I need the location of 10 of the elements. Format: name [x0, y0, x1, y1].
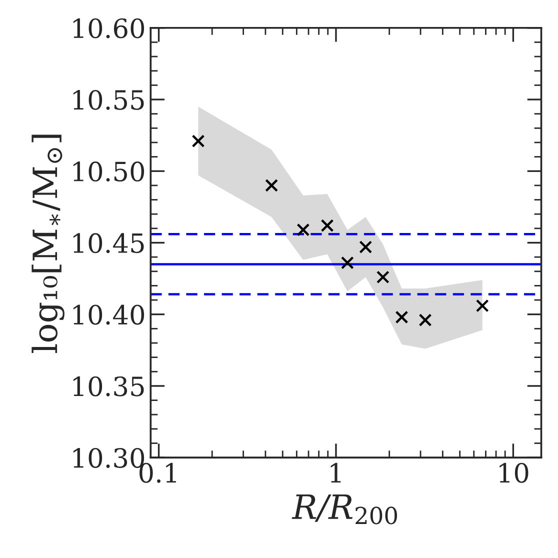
y-tick-label: 10.55 [73, 90, 144, 110]
x-tick-label: 1 [330, 462, 341, 482]
y-axis-title: log₁₀[M$_{∗}$/M$_{⊙}$] [32, 134, 64, 353]
y-tick-label: 10.45 [73, 233, 144, 254]
x-axis-title: R/R$_{200}$ [292, 494, 398, 524]
y-tick-label: 10.40 [73, 304, 144, 325]
y-tick-label: 10.50 [73, 162, 144, 182]
y-tick-label: 10.35 [73, 376, 144, 396]
x-tick-label: 10 [500, 462, 528, 483]
y-tick-label: 10.60 [73, 18, 144, 38]
